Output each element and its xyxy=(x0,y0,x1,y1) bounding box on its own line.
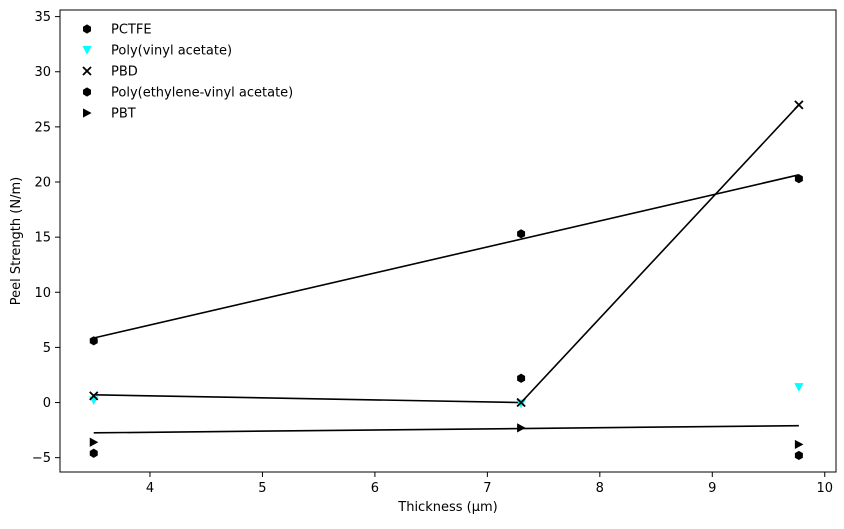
pbt-point xyxy=(517,423,526,433)
poly-ethylene-vinyl-acetate-point xyxy=(89,448,98,458)
pbt-point xyxy=(794,439,804,450)
pctfe-point xyxy=(794,174,803,184)
poly-vinyl-acetate-point xyxy=(89,396,99,405)
pbd-fit-line xyxy=(93,104,800,404)
legend-label-pbd: PBD xyxy=(111,65,138,80)
x-tick-label: 8 xyxy=(596,481,604,496)
x-tick-label: 4 xyxy=(146,481,154,496)
legend-label-pbt: PBT xyxy=(111,107,136,122)
pbt-point xyxy=(89,437,99,447)
legend-marker-pctfe xyxy=(83,24,91,34)
y-tick-label: 25 xyxy=(34,120,51,135)
plot-marks xyxy=(89,100,804,461)
legend-label-poly-ethylene-vinyl-acetate: Poly(ethylene-vinyl acetate) xyxy=(111,86,293,101)
pbt-fit-line xyxy=(93,424,799,434)
y-tick-label: 0 xyxy=(43,396,51,411)
pctfe-fit-line xyxy=(93,174,800,339)
legend-label-pctfe: PCTFE xyxy=(111,23,152,38)
pctfe-point xyxy=(89,336,98,346)
y-tick-label: 20 xyxy=(34,176,51,191)
x-tick-label: 10 xyxy=(816,481,833,496)
poly-vinyl-acetate-point xyxy=(794,383,804,392)
pbd-point xyxy=(516,397,526,408)
y-tick-label: 15 xyxy=(34,231,51,246)
x-tick-label: 7 xyxy=(483,481,491,496)
x-axis-label: Thickness (µm) xyxy=(397,500,497,515)
legend-marker-poly-ethylene-vinyl-acetate xyxy=(83,87,91,97)
y-tick-label: 10 xyxy=(34,286,51,301)
pbd-point xyxy=(794,100,804,110)
poly-ethylene-vinyl-acetate-point xyxy=(794,450,803,461)
poly-ethylene-vinyl-acetate-point xyxy=(517,373,526,383)
legend-marker-pbt xyxy=(83,108,92,118)
y-tick-label: 5 xyxy=(43,341,51,356)
legend-marker-pbd xyxy=(82,66,92,76)
pctfe-point xyxy=(517,229,526,239)
pbd-point xyxy=(89,391,99,401)
y-tick-label: 30 xyxy=(34,65,51,80)
x-tick-label: 5 xyxy=(258,481,266,496)
poly-vinyl-acetate-point xyxy=(516,399,526,409)
legend: PCTFE Poly(vinyl acetate) PBD Poly(ethylene… xyxy=(82,23,293,122)
legend-label-poly-vinyl-acetate: Poly(vinyl acetate) xyxy=(111,44,232,59)
x-tick-label: 6 xyxy=(371,481,379,496)
y-tick-label: 35 xyxy=(34,10,51,25)
y-tick-label: −5 xyxy=(32,451,51,466)
y-axis-ticks: −5 0 5 10 15 20 25 30 35 xyxy=(32,10,60,466)
x-axis-ticks: 4 5 6 7 8 9 10 xyxy=(146,472,833,496)
legend-marker-poly-vinyl-acetate xyxy=(82,46,92,55)
x-tick-label: 9 xyxy=(708,481,716,496)
y-axis-label: Peel Strength (N/m) xyxy=(9,177,24,305)
plot-frame xyxy=(59,9,837,473)
